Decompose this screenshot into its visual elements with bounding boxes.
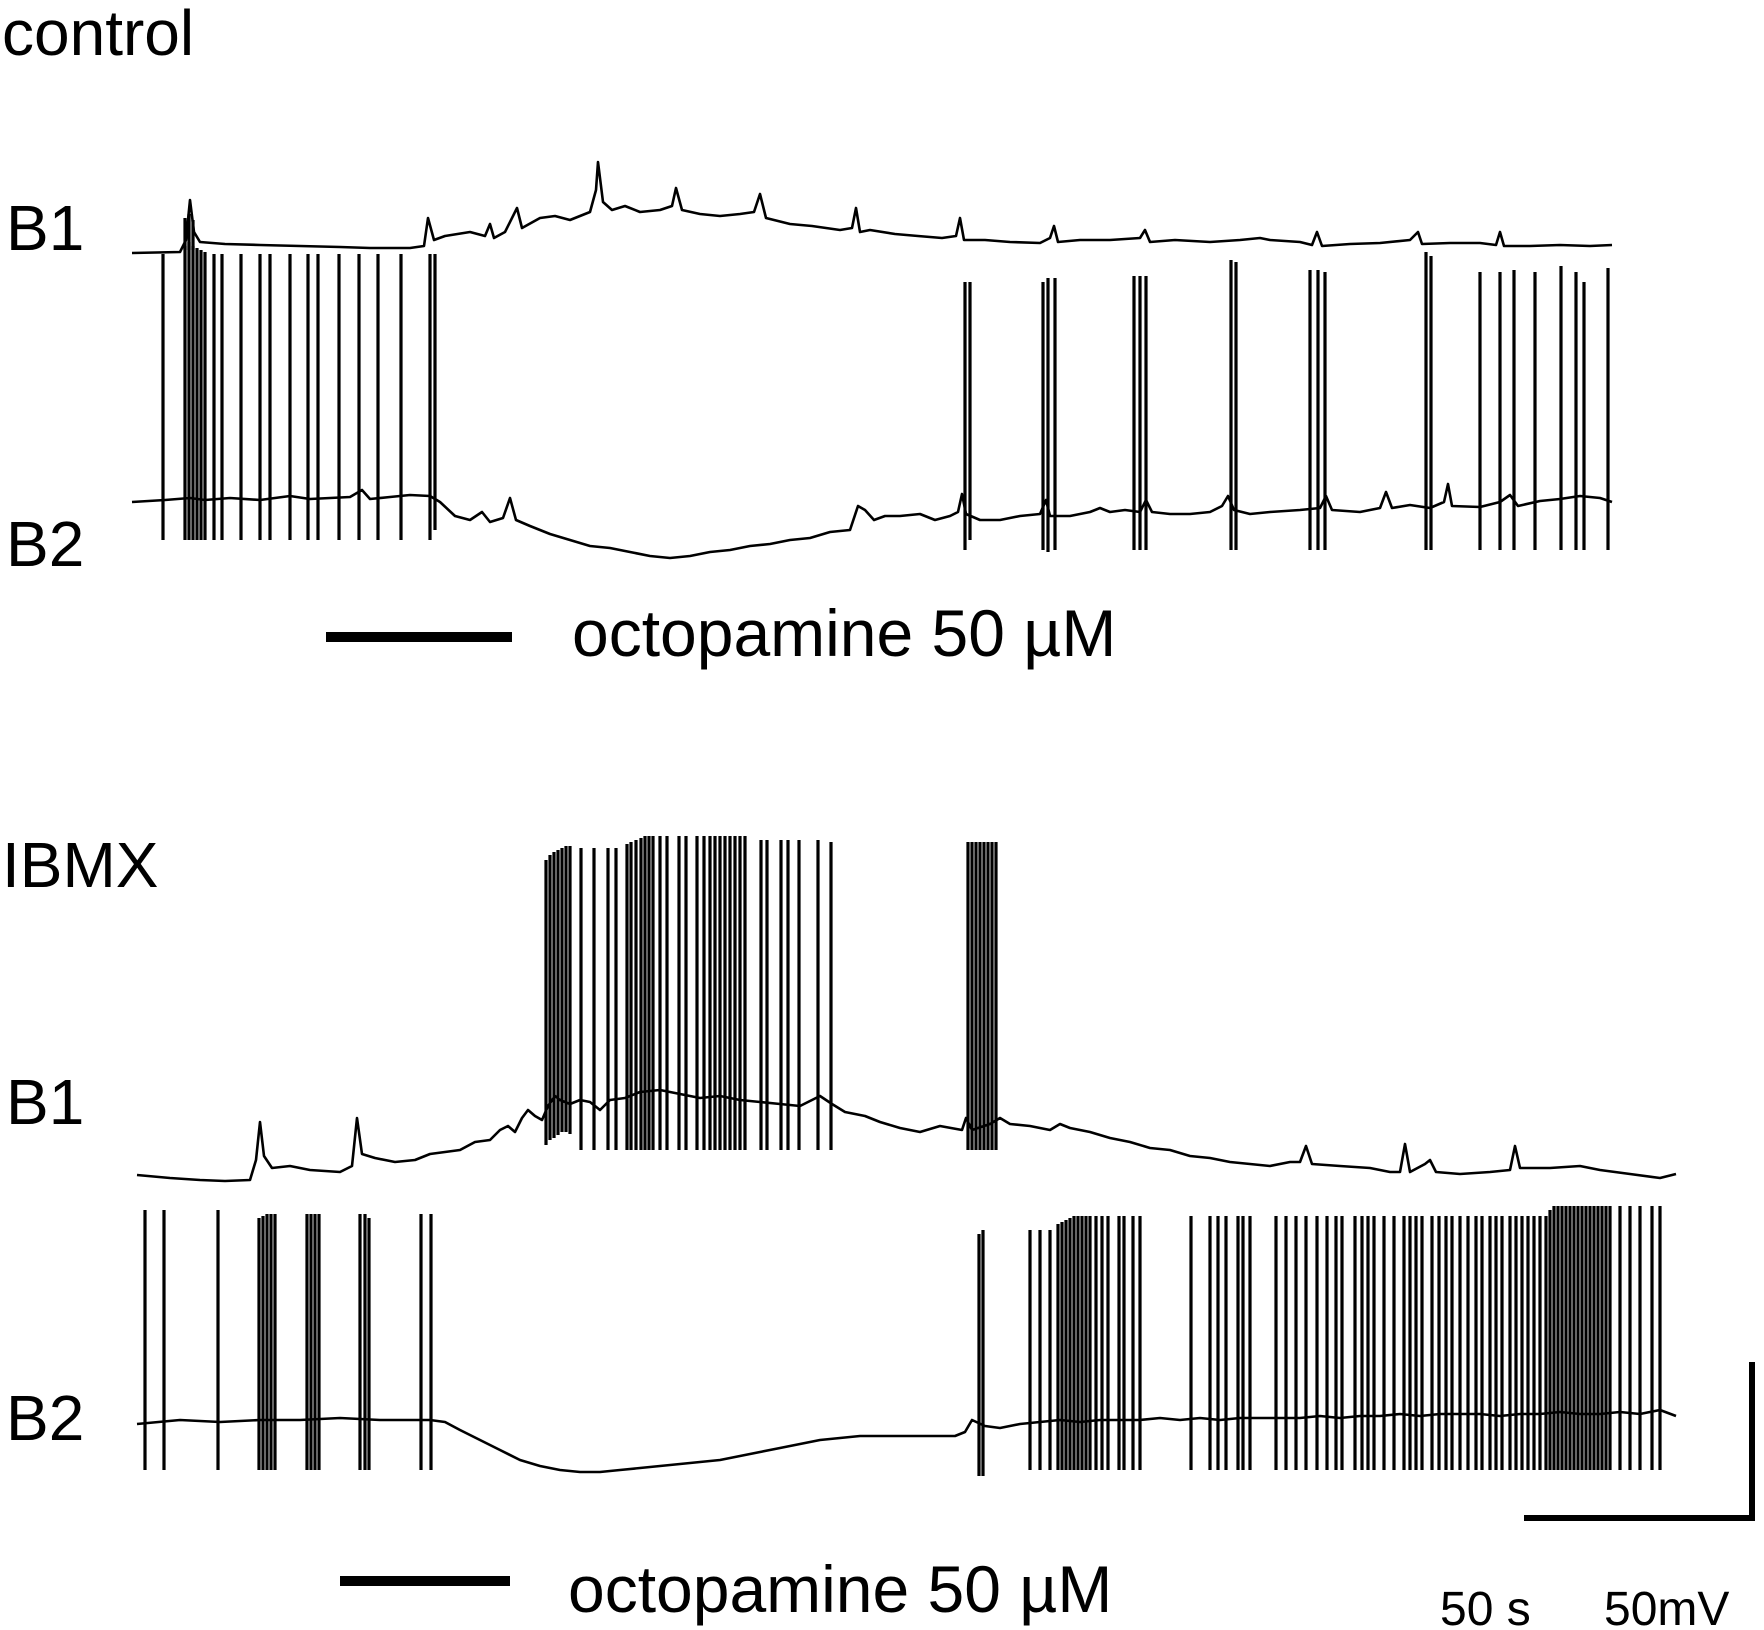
drug-label-ibmx: octopamine 50 µM: [568, 1552, 1112, 1626]
b1-spikes-ibmx: [544, 836, 998, 1150]
b2-spikes-control: [161, 242, 1610, 552]
panel-control: control B1 B2 octopamine 50 µM: [2, 0, 1613, 670]
panel-title-control: control: [2, 0, 194, 69]
scale-bar-time-label: 50 s: [1440, 1583, 1531, 1630]
scale-bar-voltage-label: 50mV: [1604, 1583, 1729, 1630]
trace-label-b1-ibmx: B1: [6, 1066, 84, 1138]
panel-title-ibmx: IBMX: [2, 829, 158, 901]
trace-label-b2-control: B2: [6, 508, 84, 580]
trace-label-b1-control: B1: [6, 192, 84, 264]
panel-ibmx: IBMX B1 B2 octopamine 50 µM: [2, 829, 1677, 1626]
b1-trace-ibmx: [136, 1088, 1677, 1183]
b2-spikes-ibmx: [143, 1206, 1662, 1476]
scale-bar: 50 s 50mV: [1440, 1362, 1755, 1630]
b1-trace-control: [131, 160, 1613, 255]
b2-trace-control: [131, 482, 1613, 560]
trace-label-b2-ibmx: B2: [6, 1382, 84, 1454]
scale-bar-lines: [1524, 1362, 1755, 1521]
drug-label-control: octopamine 50 µM: [572, 596, 1116, 670]
